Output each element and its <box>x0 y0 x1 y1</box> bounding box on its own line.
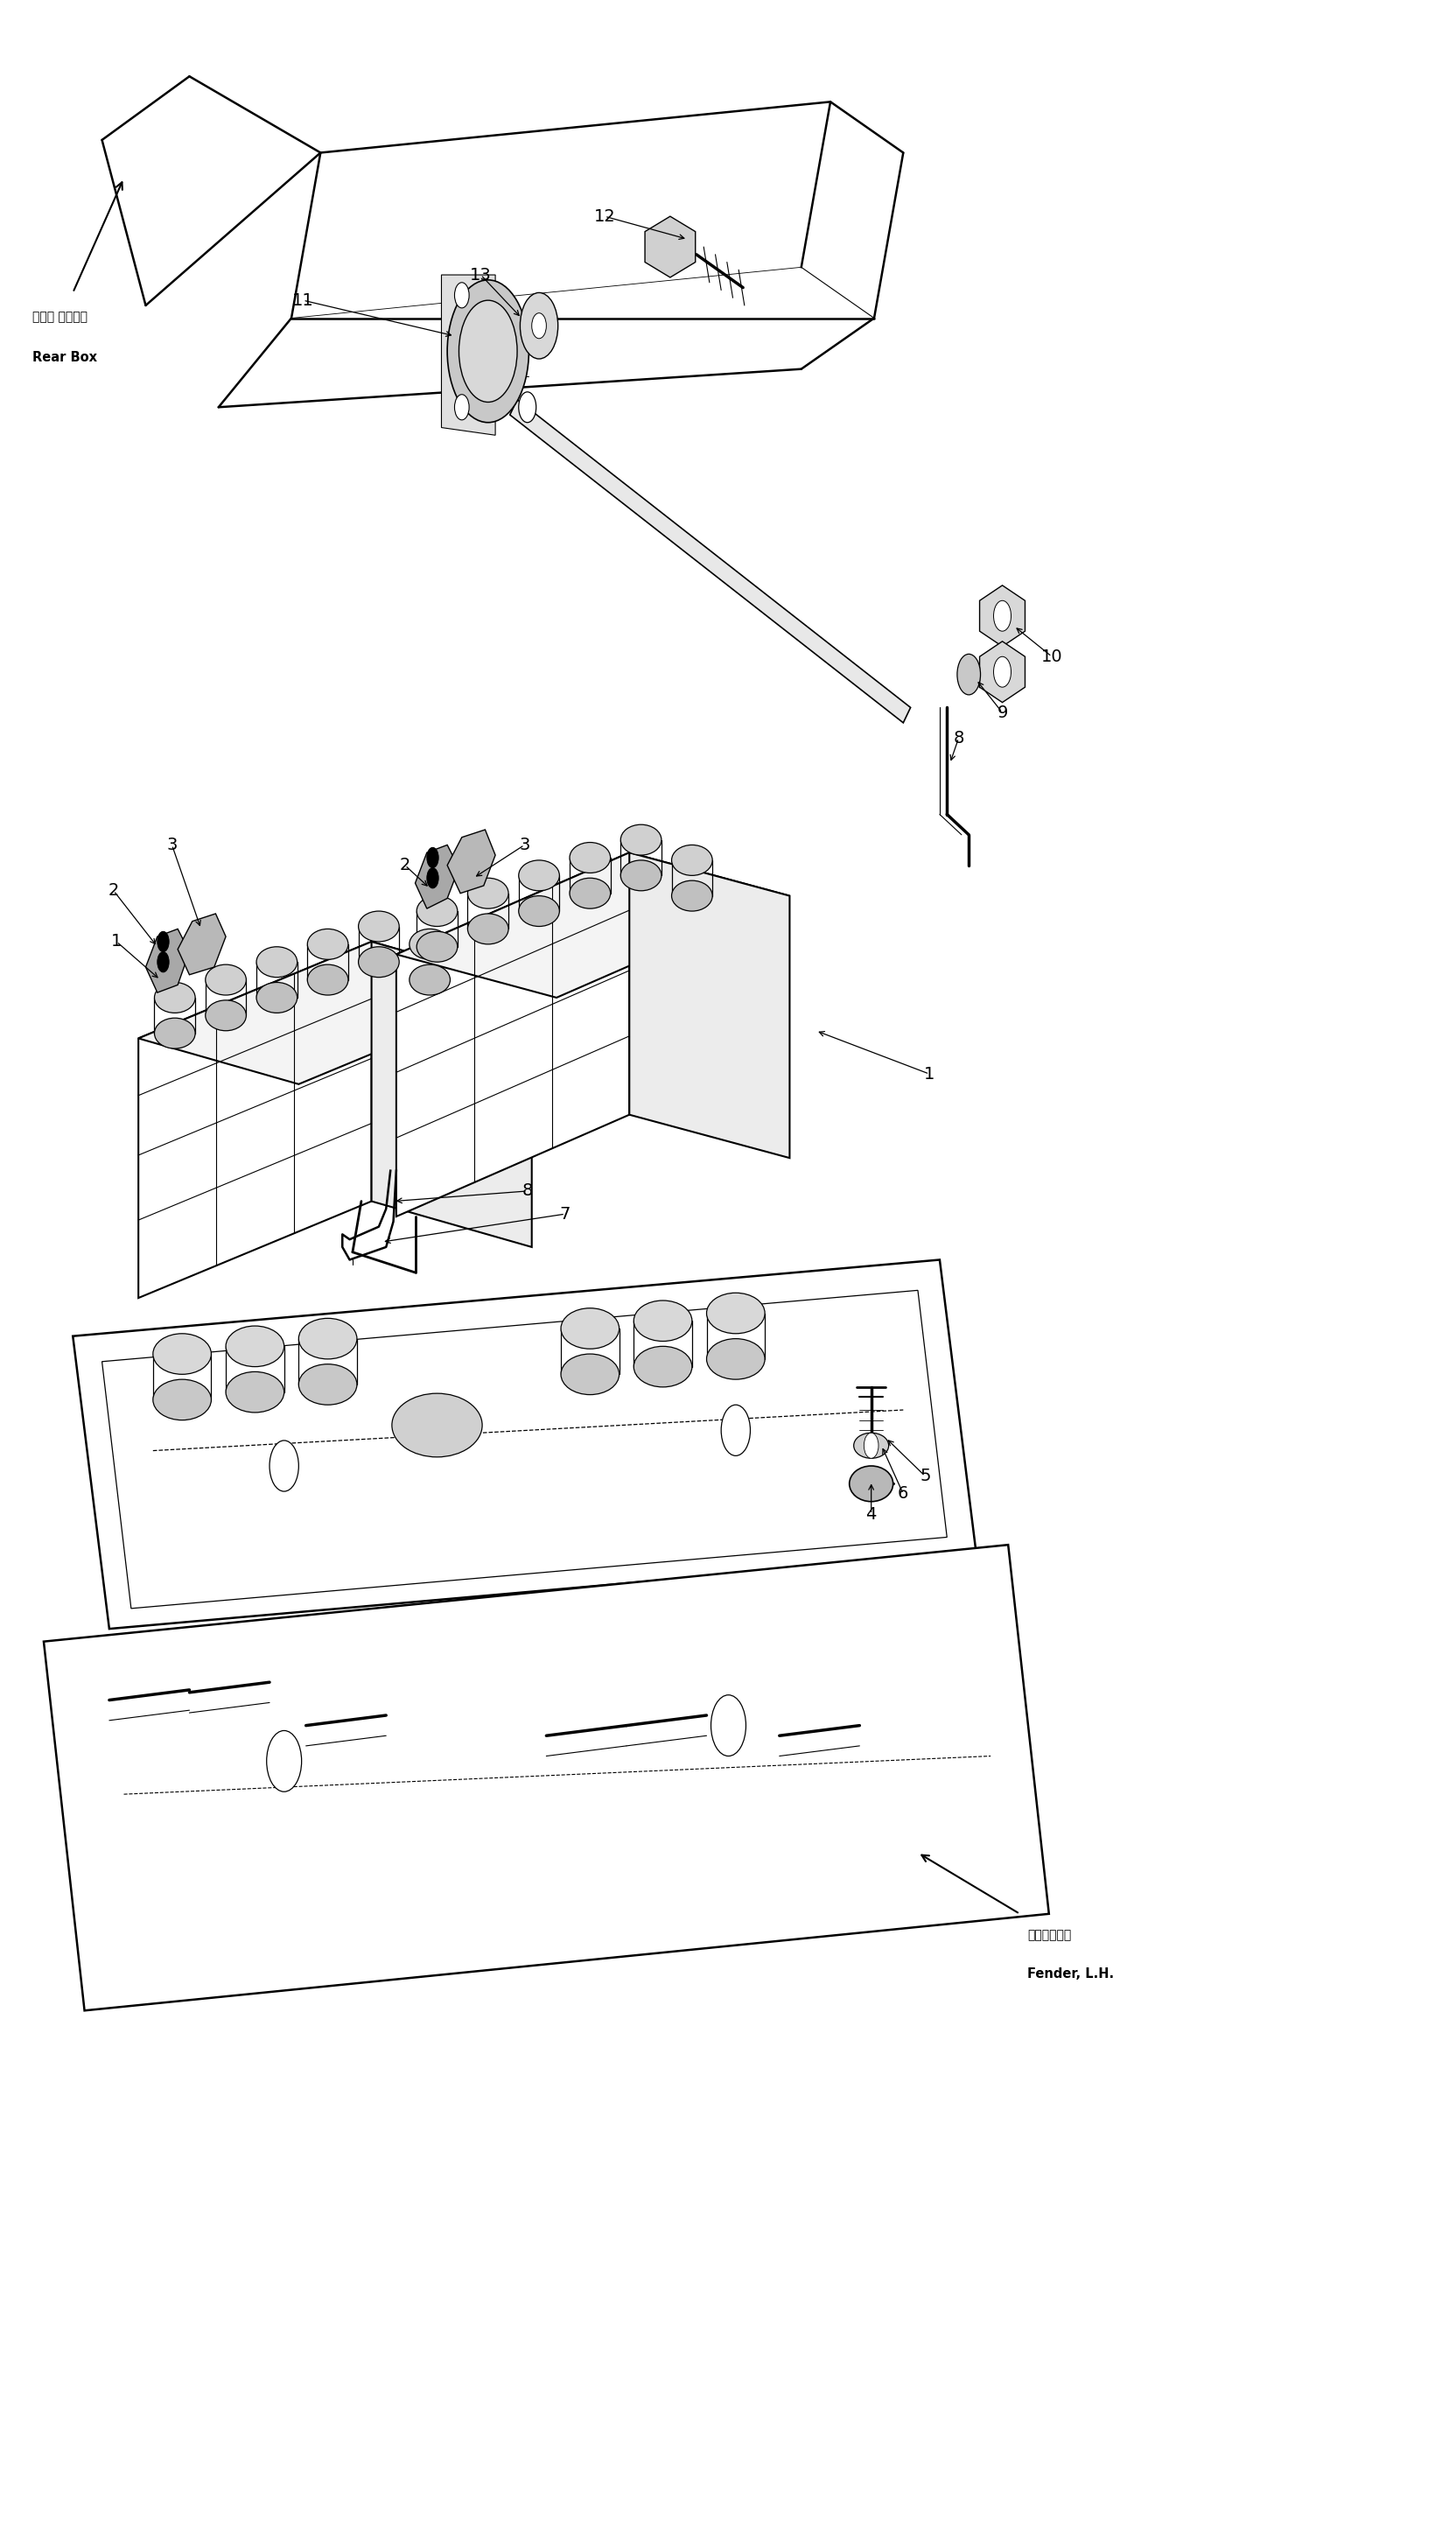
Ellipse shape <box>416 896 457 926</box>
Text: 7: 7 <box>559 1206 571 1222</box>
Text: 10: 10 <box>1041 649 1061 664</box>
Ellipse shape <box>392 1395 482 1456</box>
Circle shape <box>269 1440 298 1491</box>
Circle shape <box>459 300 517 402</box>
Text: 11: 11 <box>293 293 313 308</box>
Text: 3: 3 <box>518 837 530 853</box>
Ellipse shape <box>706 1339 764 1379</box>
Ellipse shape <box>154 1018 195 1049</box>
Circle shape <box>531 313 546 338</box>
Polygon shape <box>441 275 495 435</box>
Ellipse shape <box>298 1318 357 1359</box>
Ellipse shape <box>416 931 457 962</box>
Text: 5: 5 <box>919 1468 930 1484</box>
Text: Fender, L.H.: Fender, L.H. <box>1026 1967 1114 1980</box>
Ellipse shape <box>205 1000 246 1031</box>
Polygon shape <box>645 216 695 277</box>
Ellipse shape <box>569 878 610 909</box>
Ellipse shape <box>256 982 297 1013</box>
Polygon shape <box>371 942 531 1247</box>
Ellipse shape <box>518 860 559 891</box>
Ellipse shape <box>633 1346 692 1387</box>
Polygon shape <box>978 641 1025 702</box>
Ellipse shape <box>409 965 450 995</box>
Text: 9: 9 <box>996 705 1008 720</box>
Text: 1: 1 <box>923 1066 935 1082</box>
Circle shape <box>447 280 529 422</box>
Text: 8: 8 <box>521 1183 533 1199</box>
Ellipse shape <box>226 1372 284 1412</box>
Circle shape <box>266 1731 301 1792</box>
Circle shape <box>454 394 469 420</box>
Circle shape <box>993 657 1010 687</box>
Text: フェンダ、左: フェンダ、左 <box>1026 1929 1070 1942</box>
Circle shape <box>454 282 469 308</box>
Ellipse shape <box>153 1334 211 1374</box>
Ellipse shape <box>467 878 508 909</box>
Text: 3: 3 <box>166 837 178 853</box>
Ellipse shape <box>671 881 712 911</box>
Ellipse shape <box>154 982 195 1013</box>
Ellipse shape <box>205 965 246 995</box>
Ellipse shape <box>671 845 712 875</box>
Text: リヤー ボックス: リヤー ボックス <box>32 310 87 323</box>
Ellipse shape <box>853 1433 888 1458</box>
Polygon shape <box>978 585 1025 646</box>
Ellipse shape <box>409 929 450 959</box>
Circle shape <box>157 931 169 952</box>
Circle shape <box>957 654 980 695</box>
Polygon shape <box>102 1290 946 1608</box>
Circle shape <box>518 392 536 422</box>
Ellipse shape <box>307 929 348 959</box>
Polygon shape <box>447 830 495 893</box>
Polygon shape <box>396 853 629 1217</box>
Ellipse shape <box>467 914 508 944</box>
Polygon shape <box>138 942 371 1298</box>
Ellipse shape <box>633 1300 692 1341</box>
Ellipse shape <box>706 1293 764 1334</box>
Circle shape <box>993 601 1010 631</box>
Ellipse shape <box>569 842 610 873</box>
Circle shape <box>721 1405 750 1456</box>
Polygon shape <box>73 1260 976 1629</box>
Text: 2: 2 <box>399 858 411 873</box>
Polygon shape <box>146 929 189 993</box>
Ellipse shape <box>256 947 297 977</box>
Ellipse shape <box>307 965 348 995</box>
Text: 8: 8 <box>952 730 964 746</box>
Polygon shape <box>510 400 910 723</box>
Ellipse shape <box>153 1379 211 1420</box>
Ellipse shape <box>358 947 399 977</box>
Circle shape <box>427 868 438 888</box>
Text: 1: 1 <box>111 934 122 949</box>
Text: 2: 2 <box>108 883 119 898</box>
Polygon shape <box>629 853 789 1158</box>
Circle shape <box>711 1695 745 1756</box>
Polygon shape <box>44 1545 1048 2011</box>
Ellipse shape <box>561 1308 619 1349</box>
Polygon shape <box>138 942 531 1084</box>
Ellipse shape <box>620 860 661 891</box>
Text: 4: 4 <box>865 1507 877 1522</box>
Circle shape <box>520 293 558 359</box>
Ellipse shape <box>358 911 399 942</box>
Text: Rear Box: Rear Box <box>32 351 96 364</box>
Polygon shape <box>178 914 226 975</box>
Ellipse shape <box>849 1466 893 1502</box>
Ellipse shape <box>298 1364 357 1405</box>
Ellipse shape <box>561 1354 619 1395</box>
Ellipse shape <box>620 825 661 855</box>
Text: 13: 13 <box>470 267 491 282</box>
Circle shape <box>157 952 169 972</box>
Text: 12: 12 <box>594 209 614 224</box>
Text: 6: 6 <box>897 1486 909 1502</box>
Polygon shape <box>396 853 789 998</box>
Circle shape <box>863 1433 878 1458</box>
Ellipse shape <box>518 896 559 926</box>
Polygon shape <box>415 845 459 909</box>
Circle shape <box>427 847 438 868</box>
Ellipse shape <box>226 1326 284 1367</box>
